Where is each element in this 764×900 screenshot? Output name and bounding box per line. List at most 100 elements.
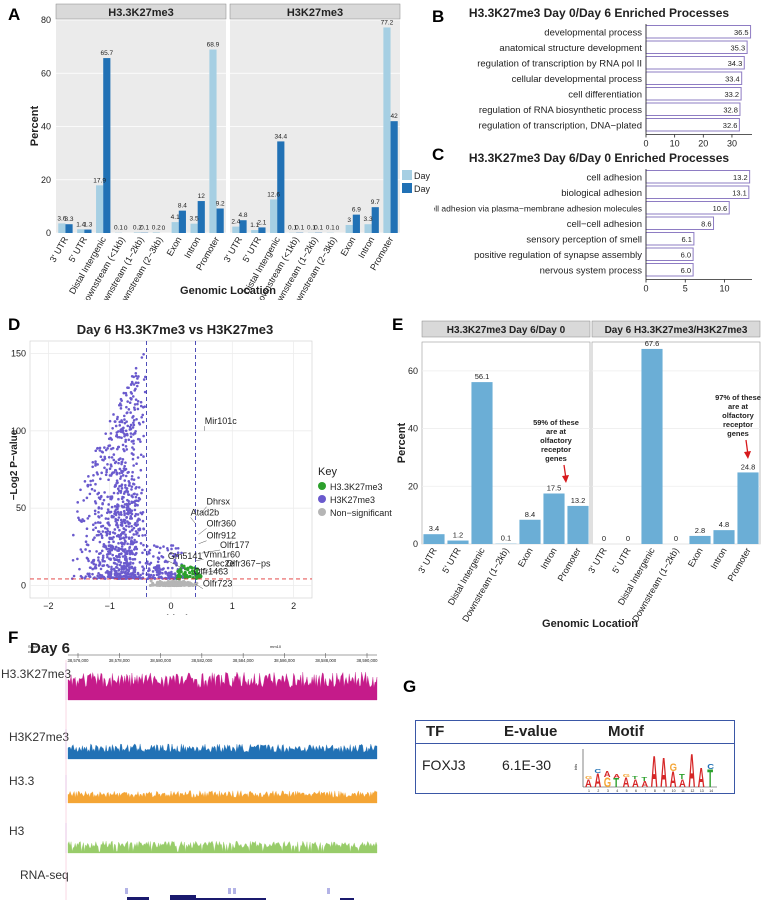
point-h3k27me3	[96, 574, 99, 578]
point-h3k27me3	[94, 521, 97, 525]
data-label-day0: 3.5	[190, 216, 199, 223]
point-h3k27me3	[129, 432, 133, 435]
bar-day0	[383, 27, 391, 233]
point-h3k27me3	[134, 371, 138, 375]
point-h3k27me3	[147, 569, 150, 573]
go-term-label: developmental process	[544, 27, 642, 38]
point-h3k27me3	[132, 453, 135, 456]
point-h3k27me3	[124, 438, 128, 442]
point-h3k27me3	[110, 505, 114, 509]
point-h3k27me3	[140, 491, 143, 495]
point-h3k27me3	[117, 568, 121, 571]
bar-day0	[77, 229, 85, 233]
panel-d-volcano-plot: Day 6 H3.3K7me3 vs H3K27me3 −2 −1 0 1 2 0 50 100…	[9, 322, 392, 615]
point-h3k27me3	[94, 566, 98, 570]
point-h3k27me3	[91, 572, 94, 576]
point-h3k27me3	[93, 500, 97, 503]
point-h3k27me3	[104, 473, 108, 477]
point-h3k27me3	[123, 558, 127, 562]
point-h3k27me3	[127, 470, 130, 474]
ruler-coordinate: 38,586,000	[274, 658, 296, 663]
point-h33k27me3	[190, 569, 195, 573]
point-h3k27me3	[100, 471, 103, 475]
ruler-coordinate: 38,584,000	[233, 658, 255, 663]
bar	[737, 472, 759, 544]
point-h3k27me3	[114, 545, 118, 549]
point-h3k27me3	[97, 515, 101, 519]
go-bar-value: 32.6	[723, 121, 738, 130]
annotation-text: receptor	[723, 420, 753, 429]
point-h3k27me3	[124, 535, 128, 539]
go-bar-value: 6.0	[681, 250, 691, 259]
point-h3k27me3	[110, 565, 113, 569]
point-h3k27me3	[103, 455, 107, 459]
point-h3k27me3	[125, 502, 129, 506]
point-h3k27me3	[114, 424, 118, 428]
gene-label: Clec2e	[207, 559, 235, 569]
legend-swatch-day0	[402, 170, 412, 180]
point-h3k27me3	[106, 527, 109, 531]
x-axis-label: Genomic Location	[180, 285, 276, 297]
point-h3k27me3	[72, 533, 75, 537]
point-h3k27me3	[157, 551, 161, 555]
track-panel-title: Day 6	[30, 640, 70, 657]
point-h3k27me3	[148, 552, 151, 555]
motif-letter: A	[670, 767, 677, 792]
point-h3k27me3	[119, 475, 123, 478]
point-h3k27me3	[123, 479, 127, 482]
point-h3k27me3	[114, 570, 118, 573]
point-h3k27me3	[139, 573, 142, 577]
point-h3k27me3	[118, 471, 121, 475]
point-h3k27me3	[132, 464, 135, 467]
point-h3k27me3	[130, 565, 134, 569]
y-tick-label: 100	[11, 426, 26, 436]
point-h3k27me3	[118, 485, 121, 488]
gene-label: Olfr360	[207, 518, 237, 528]
point-h3k27me3	[123, 565, 127, 568]
panel-g-motif-table: TF E-value Motif FOXJ3 6.1E-30 bits A G 1 A C…	[415, 720, 735, 794]
motif-letter: A	[604, 770, 611, 779]
point-h3k27me3	[170, 547, 173, 551]
point-h3k27me3	[115, 521, 119, 525]
point-h3k27me3	[175, 554, 179, 558]
point-h3k27me3	[125, 420, 128, 423]
point-h3k27me3	[110, 456, 114, 459]
bar-day0	[133, 232, 141, 233]
point-h3k27me3	[124, 461, 127, 464]
point-h3k27me3	[135, 547, 139, 551]
point-h3k27me3	[162, 567, 165, 570]
point-h3k27me3	[134, 429, 137, 433]
point-h3k27me3	[114, 519, 117, 523]
point-h3k27me3	[136, 503, 139, 507]
data-label: 17.5	[547, 484, 562, 493]
track-label: H3K27me3	[9, 730, 69, 744]
motif-position: 6	[635, 789, 637, 793]
data-label-day0: 77.2	[381, 19, 394, 26]
point-h3k27me3	[151, 570, 155, 573]
point-h3k27me3	[72, 574, 76, 578]
point-h3k27me3	[126, 510, 130, 514]
motif-letter: T	[641, 776, 647, 782]
gene-label: Atad2b	[191, 507, 220, 517]
point-h3k27me3	[100, 525, 103, 528]
gene-exon	[340, 898, 354, 900]
data-label-day6: 8.4	[178, 203, 187, 210]
point-h3k27me3	[121, 443, 125, 447]
point-h3k27me3	[101, 450, 105, 454]
point-h3k27me3	[126, 386, 129, 389]
bar-day0	[270, 199, 278, 233]
bar-day0	[152, 232, 160, 233]
point-h3k27me3	[141, 511, 145, 514]
point-h3k27me3	[142, 378, 146, 381]
point-h3k27me3	[176, 547, 180, 550]
point-h3k27me3	[111, 426, 114, 430]
bar-day6	[178, 210, 186, 233]
y-tick-label: 40	[408, 424, 418, 434]
scale-label: Scale	[28, 644, 39, 649]
motif-position: 11	[681, 789, 685, 793]
data-label-day6: 0.1	[140, 225, 149, 232]
motif-letter: A	[679, 778, 686, 790]
point-h3k27me3	[142, 569, 145, 572]
data-label-day6: 0	[124, 225, 128, 232]
point-h3k27me3	[127, 502, 131, 505]
